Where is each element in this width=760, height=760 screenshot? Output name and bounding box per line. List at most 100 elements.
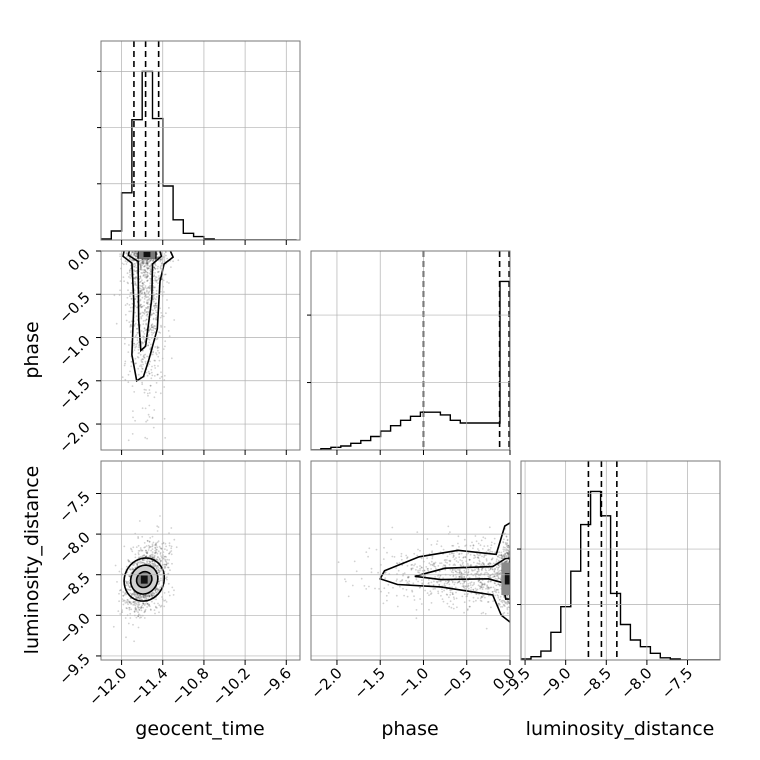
sample-point bbox=[154, 367, 157, 369]
sample-point bbox=[154, 543, 157, 546]
sample-point bbox=[457, 568, 459, 571]
sample-point bbox=[469, 605, 471, 608]
sample-point bbox=[137, 537, 140, 539]
sample-point bbox=[480, 572, 483, 575]
sample-point bbox=[141, 282, 144, 285]
sample-point bbox=[506, 552, 509, 554]
sample-point bbox=[133, 325, 136, 327]
sample-point bbox=[149, 561, 152, 564]
sample-point bbox=[137, 611, 140, 614]
sample-point bbox=[143, 562, 146, 565]
sample-point bbox=[158, 570, 161, 572]
sample-point bbox=[149, 259, 152, 262]
sample-point bbox=[136, 342, 139, 345]
sample-point bbox=[152, 350, 154, 353]
sample-point bbox=[138, 613, 140, 616]
sample-point bbox=[150, 377, 153, 380]
sample-point bbox=[447, 525, 450, 528]
sample-point bbox=[132, 601, 135, 604]
density-peak-core bbox=[504, 573, 510, 585]
sample-point bbox=[430, 568, 432, 570]
sample-point bbox=[153, 294, 155, 297]
sample-point bbox=[142, 311, 145, 314]
sample-point bbox=[432, 588, 435, 590]
sample-point bbox=[140, 305, 143, 308]
sample-point bbox=[168, 559, 171, 561]
sample-point bbox=[451, 552, 453, 554]
sample-point bbox=[411, 563, 414, 566]
sample-point bbox=[391, 555, 394, 558]
sample-point bbox=[145, 323, 148, 326]
sample-point bbox=[486, 585, 488, 588]
sample-point bbox=[506, 552, 509, 555]
sample-point bbox=[482, 562, 485, 565]
sample-point bbox=[130, 323, 132, 326]
sample-point bbox=[131, 298, 133, 300]
sample-point bbox=[462, 585, 465, 588]
sample-point bbox=[487, 588, 489, 590]
sample-point bbox=[489, 567, 492, 570]
sample-point bbox=[141, 258, 144, 261]
sample-point bbox=[175, 546, 178, 549]
panel-frame-luminosity_distance-geocent_time bbox=[100, 460, 301, 661]
sample-point bbox=[489, 550, 492, 553]
sample-point bbox=[472, 544, 475, 547]
sample-point bbox=[138, 295, 141, 297]
sample-point bbox=[149, 286, 152, 289]
sample-point bbox=[139, 313, 142, 315]
sample-point bbox=[441, 598, 444, 600]
sample-point bbox=[149, 273, 152, 276]
sample-point bbox=[488, 561, 491, 564]
sample-point bbox=[147, 267, 150, 270]
sample-point bbox=[152, 298, 155, 300]
sample-point bbox=[143, 288, 145, 291]
sample-point bbox=[137, 367, 140, 370]
sample-point bbox=[142, 260, 145, 263]
sample-point bbox=[146, 302, 148, 305]
sample-point bbox=[368, 585, 370, 588]
sample-point bbox=[140, 280, 142, 283]
sample-point bbox=[125, 607, 128, 609]
sample-point bbox=[475, 564, 478, 567]
sample-point bbox=[146, 606, 149, 608]
sample-point bbox=[143, 281, 146, 284]
sample-point bbox=[502, 555, 505, 558]
sample-point bbox=[485, 554, 487, 556]
sample-point bbox=[148, 260, 151, 263]
sample-point bbox=[477, 557, 480, 559]
sample-point bbox=[459, 565, 462, 567]
sample-point bbox=[154, 268, 157, 270]
y-tick-label-phase: −1.0 bbox=[55, 332, 93, 370]
sample-point bbox=[145, 555, 148, 557]
sample-point bbox=[140, 595, 142, 598]
sample-point bbox=[135, 315, 138, 318]
sample-point bbox=[491, 591, 494, 593]
sample-point bbox=[131, 568, 134, 571]
sample-point bbox=[132, 568, 135, 571]
sample-point bbox=[138, 598, 141, 601]
sample-point bbox=[415, 569, 417, 571]
sample-point bbox=[496, 555, 499, 558]
sample-point bbox=[146, 355, 149, 358]
x-tick-label-luminosity_distance: −9.0 bbox=[536, 664, 574, 702]
sample-point bbox=[506, 595, 508, 597]
sample-point bbox=[147, 264, 149, 267]
sample-point bbox=[475, 576, 477, 578]
sample-point bbox=[154, 325, 157, 328]
sample-point bbox=[144, 339, 146, 341]
sample-point bbox=[491, 591, 494, 593]
x-tick-label-phase: −1.5 bbox=[351, 664, 389, 702]
sample-point bbox=[128, 560, 130, 563]
sample-point bbox=[170, 357, 173, 360]
sample-point bbox=[144, 273, 147, 276]
sample-point bbox=[155, 276, 158, 279]
sample-point bbox=[131, 258, 134, 261]
sample-point bbox=[481, 583, 483, 585]
sample-point bbox=[160, 312, 163, 314]
sample-point bbox=[148, 603, 151, 606]
sample-point bbox=[151, 313, 153, 316]
sample-point bbox=[479, 597, 482, 600]
sample-point bbox=[140, 598, 143, 601]
sample-point bbox=[484, 583, 486, 586]
sample-point bbox=[146, 392, 149, 395]
